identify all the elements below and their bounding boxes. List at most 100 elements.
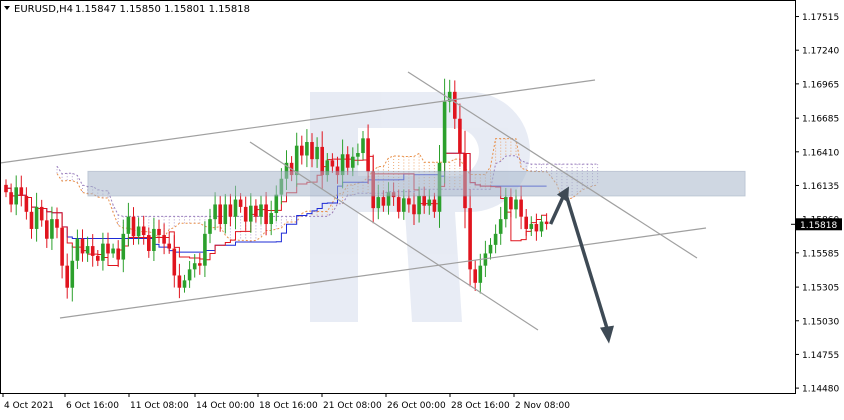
candle (136, 217, 141, 245)
candle (458, 103, 462, 167)
candle (172, 235, 177, 288)
candle (14, 175, 18, 216)
candle (468, 189, 472, 287)
time-axis[interactable]: 4 Oct 2021 6 Oct 16:00 11 Oct 08:00 14 Oct … (2, 393, 570, 411)
time-tick-label: 18 Oct 16:00 (259, 401, 318, 411)
candle (493, 224, 498, 254)
time-tick-label: 14 Oct 00:00 (196, 401, 255, 411)
candle (80, 229, 85, 262)
ohlc-values: 1.15847 1.15850 1.15801 1.15818 (75, 4, 250, 15)
plot-border (0, 0, 796, 394)
candle (412, 192, 416, 226)
candle (55, 207, 59, 239)
upper-channel-line[interactable] (0, 79, 596, 164)
candle (167, 237, 171, 254)
resistance-zone[interactable] (87, 170, 746, 197)
candle (147, 227, 151, 258)
candle (141, 215, 146, 245)
candle (111, 243, 115, 258)
candle (330, 153, 335, 173)
candle (65, 253, 69, 299)
candle (121, 219, 126, 273)
price-tick-label: 1.17240 (802, 47, 839, 57)
descending-channel-upper[interactable] (407, 71, 698, 259)
time-tick-label: 21 Oct 08:00 (323, 401, 382, 411)
candle (249, 193, 253, 233)
symbol-timeframe: EURUSD,H4 (14, 4, 73, 15)
candle (101, 232, 105, 271)
candle (152, 217, 156, 262)
time-tick-label: 6 Oct 16:00 (66, 401, 119, 411)
price-tick-label: 1.16410 (802, 148, 839, 158)
senkou-span-a-line (56, 138, 598, 242)
candle (131, 207, 136, 245)
candle (488, 238, 493, 260)
candle (192, 254, 197, 278)
candle (524, 208, 528, 236)
candle (228, 193, 233, 227)
lower-channel-line[interactable] (59, 227, 707, 319)
candle (310, 133, 314, 168)
candle (85, 236, 90, 262)
collapse-triangle-icon[interactable] (4, 6, 10, 10)
candle (19, 175, 24, 207)
candle (356, 143, 360, 166)
candlesticks (4, 78, 549, 302)
candle (361, 131, 365, 160)
time-tick-label: 4 Oct 2021 (4, 401, 54, 411)
candle (187, 260, 192, 288)
candle (70, 245, 75, 302)
candle (534, 213, 539, 241)
price-tick-label: 1.15585 (802, 249, 839, 259)
candle (478, 253, 483, 294)
candle (345, 146, 350, 175)
price-tick-label: 1.17515 (802, 13, 839, 23)
candle (157, 219, 161, 244)
candle (177, 263, 182, 299)
price-tick-label: 1.15305 (802, 284, 839, 294)
candle (243, 196, 248, 231)
candle (39, 199, 44, 227)
chart-header: EURUSD,H4 1.15847 1.15850 1.15801 1.1581… (4, 4, 250, 15)
candle (116, 240, 120, 268)
candle (259, 195, 263, 225)
forecast-arrowhead-down-icon (600, 325, 614, 344)
candle (96, 250, 100, 267)
price-axis[interactable]: 1.17515 1.17240 1.16965 1.16685 1.16410 1.161… (791, 13, 839, 395)
candle (34, 192, 39, 242)
candle (29, 200, 34, 239)
price-tick-label: 1.14755 (802, 351, 839, 361)
candle (223, 193, 228, 234)
time-tick-label: 11 Oct 08:00 (130, 401, 189, 411)
candle (218, 195, 222, 232)
candle (75, 229, 80, 270)
candle (60, 213, 64, 279)
price-tick-label: 1.15030 (802, 317, 839, 327)
candle (539, 215, 544, 237)
candle (50, 206, 54, 250)
candle (213, 192, 217, 231)
current-price-marker: 1.15818 (796, 218, 842, 231)
candle (203, 221, 207, 278)
candle (305, 129, 309, 168)
candle (45, 210, 49, 248)
candle (264, 191, 268, 236)
time-tick-label: 28 Oct 16:00 (451, 401, 510, 411)
candle (9, 183, 13, 213)
candle (90, 234, 95, 267)
price-tick-label: 1.16965 (802, 80, 839, 90)
price-tick-label: 1.16685 (802, 115, 839, 125)
time-tick-label: 26 Oct 00:00 (387, 401, 446, 411)
drawings (0, 71, 746, 344)
forecast-arrow-down[interactable] (564, 194, 610, 333)
candle (529, 216, 534, 236)
price-tick-label: 1.16135 (802, 182, 839, 192)
candle (106, 232, 110, 264)
candle (447, 79, 452, 113)
candle (182, 274, 187, 293)
price-tick-label: 1.14480 (802, 385, 839, 395)
candle (315, 137, 319, 168)
descending-channel-lower[interactable] (249, 141, 539, 331)
